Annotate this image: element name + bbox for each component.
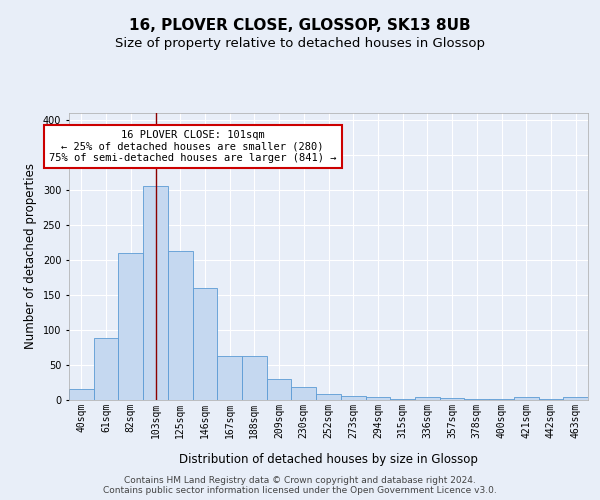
Bar [193, 288, 217, 400]
Bar [440, 398, 464, 400]
Bar [217, 356, 242, 400]
Bar [143, 186, 168, 400]
Bar [267, 379, 292, 400]
Bar [341, 396, 365, 400]
Bar [514, 397, 539, 400]
Bar [292, 386, 316, 400]
Bar [168, 250, 193, 400]
Y-axis label: Number of detached properties: Number of detached properties [24, 163, 37, 350]
Bar [242, 356, 267, 400]
Text: 16, PLOVER CLOSE, GLOSSOP, SK13 8UB: 16, PLOVER CLOSE, GLOSSOP, SK13 8UB [129, 18, 471, 32]
Text: Distribution of detached houses by size in Glossop: Distribution of detached houses by size … [179, 452, 478, 466]
Bar [365, 397, 390, 400]
Text: Size of property relative to detached houses in Glossop: Size of property relative to detached ho… [115, 38, 485, 51]
Bar [118, 252, 143, 400]
Bar [316, 394, 341, 400]
Bar [94, 338, 118, 400]
Bar [69, 390, 94, 400]
Bar [390, 398, 415, 400]
Bar [563, 397, 588, 400]
Bar [415, 397, 440, 400]
Bar [464, 398, 489, 400]
Text: 16 PLOVER CLOSE: 101sqm
← 25% of detached houses are smaller (280)
75% of semi-d: 16 PLOVER CLOSE: 101sqm ← 25% of detache… [49, 130, 337, 163]
Text: Contains HM Land Registry data © Crown copyright and database right 2024.
Contai: Contains HM Land Registry data © Crown c… [103, 476, 497, 495]
